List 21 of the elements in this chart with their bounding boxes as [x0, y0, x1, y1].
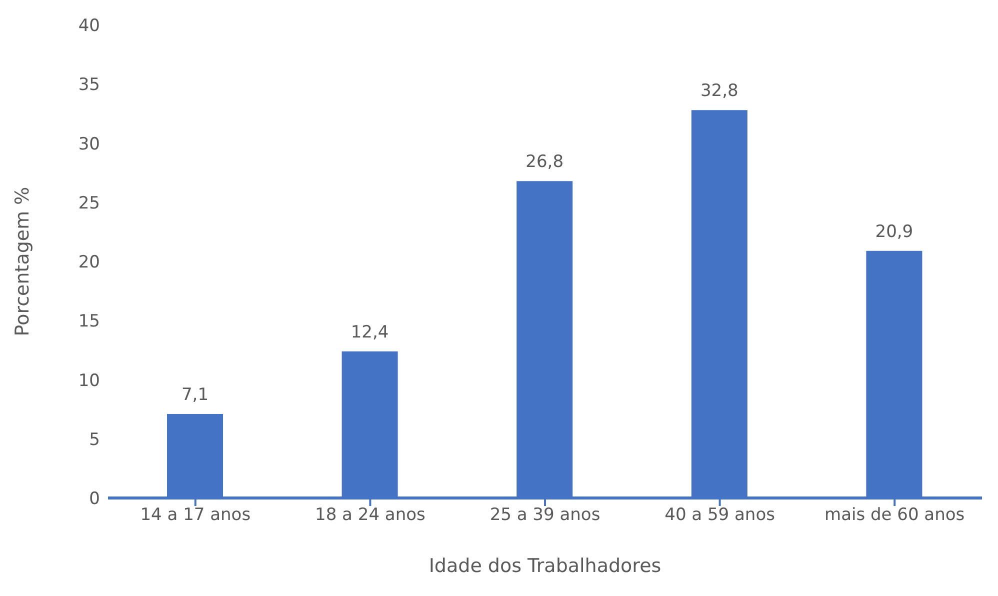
- y-tick-label: 20: [78, 252, 100, 273]
- data-label: 32,8: [700, 81, 738, 102]
- x-tick-label: 25 a 39 anos: [490, 505, 600, 526]
- y-tick-label: 10: [78, 370, 100, 391]
- data-label: 12,4: [350, 322, 389, 342]
- data-label: 7,1: [181, 385, 209, 406]
- y-tick-label: 0: [89, 489, 100, 510]
- y-tick-label: 30: [78, 134, 100, 154]
- y-tick-label: 40: [78, 16, 100, 36]
- y-tick-label: 5: [89, 430, 100, 450]
- y-tick-label: 35: [78, 75, 100, 96]
- data-label: 26,8: [526, 152, 564, 172]
- x-axis-title: Idade dos Trabalhadores: [428, 555, 662, 577]
- y-tick-label: 25: [78, 193, 100, 214]
- y-tick-label: 15: [78, 312, 100, 332]
- data-label: 20,9: [875, 222, 914, 242]
- x-tick-label: 14 a 17 anos: [140, 505, 251, 526]
- y-axis-title: Porcentagem %: [12, 186, 34, 336]
- x-tick-label: 18 a 24 anos: [315, 505, 426, 526]
- x-tick-label: 40 a 59 anos: [664, 505, 776, 526]
- x-tick-label: mais de 60 anos: [824, 505, 965, 526]
